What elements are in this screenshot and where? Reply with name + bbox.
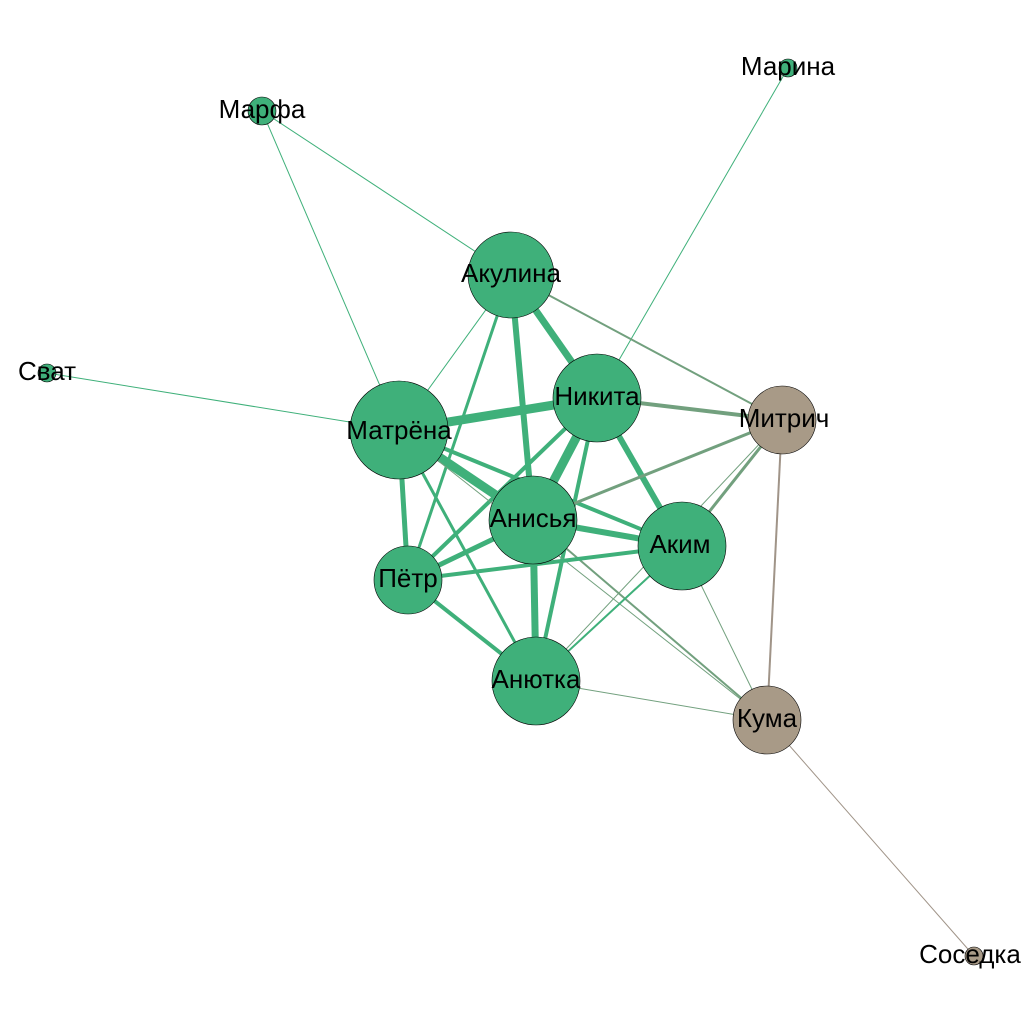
labels-layer: Марина Марфа Акулина Сват Никита Матрёна Митри… — [18, 51, 1021, 969]
node-anyutka — [491, 636, 581, 726]
node-akim — [637, 501, 727, 591]
edge-marina-nikita — [596, 67, 789, 399]
node-svat — [37, 363, 57, 383]
edge-mitrich-kuma — [766, 419, 783, 721]
edge-marfa-akulina — [261, 110, 512, 276]
node-label-mitrich: Митрич — [739, 403, 830, 433]
edge-matrena-kuma — [398, 429, 768, 721]
edge-akulina-mitrich — [510, 274, 783, 421]
node-label-marina: Марина — [741, 51, 836, 81]
edge-akulina-petr — [406, 274, 513, 581]
node-petr — [373, 545, 443, 615]
node-label-matrena: Матрёна — [346, 415, 452, 445]
node-mitrich — [747, 385, 817, 455]
node-label-akim: Аким — [649, 529, 710, 559]
edge-marfa-matrena — [261, 110, 400, 431]
node-label-svat: Сват — [18, 356, 76, 386]
node-marfa — [247, 96, 277, 126]
node-marina — [778, 58, 798, 78]
node-akulina — [467, 231, 555, 319]
node-label-kuma: Кума — [737, 703, 798, 733]
node-sosedka — [964, 946, 984, 966]
node-label-anyutka: Анютка — [492, 664, 581, 694]
edge-anisya-mitrich — [532, 418, 783, 522]
edge-petr-akim — [407, 544, 683, 582]
node-label-petr: Пётр — [378, 563, 438, 593]
node-kuma — [732, 685, 802, 755]
edge-svat-matrena — [46, 372, 400, 431]
node-matrena — [349, 380, 449, 480]
edge-anisya-kuma — [532, 519, 768, 721]
node-label-sosedka: Соседка — [919, 939, 1021, 969]
node-anisya — [488, 475, 578, 565]
nodes-layer — [37, 58, 984, 966]
edge-kuma-sosedka — [766, 719, 975, 957]
node-label-marfa: Марфа — [219, 94, 306, 124]
node-label-nikita: Никита — [554, 381, 640, 411]
node-label-akulina: Акулина — [461, 258, 561, 288]
node-nikita — [552, 353, 642, 443]
node-label-anisya: Анисья — [490, 503, 577, 533]
